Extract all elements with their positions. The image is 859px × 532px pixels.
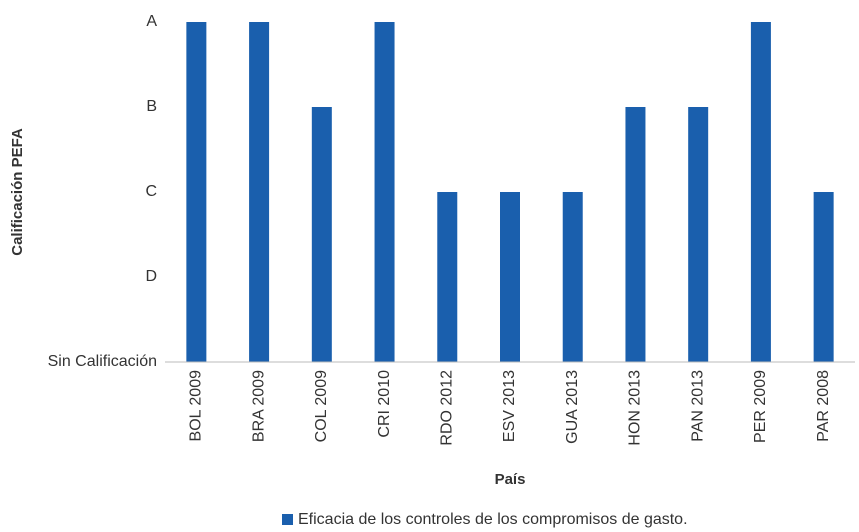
y-tick-label: A — [146, 13, 157, 30]
legend-label: Eficacia de los controles de los comprom… — [298, 511, 688, 528]
bar — [500, 192, 520, 362]
y-tick-label: D — [145, 268, 157, 285]
x-tick-label: COL 2009 — [313, 370, 330, 442]
bar — [186, 22, 207, 362]
bar — [311, 107, 332, 362]
x-tick-label: BRA 2009 — [250, 370, 267, 442]
bar — [813, 192, 834, 362]
y-tick-label: B — [146, 98, 157, 115]
x-tick-label: ESV 2013 — [501, 370, 518, 442]
x-tick-label: CRI 2010 — [376, 370, 393, 438]
legend-swatch — [282, 514, 293, 525]
bar — [562, 192, 583, 362]
x-tick-label: PAN 2013 — [689, 370, 706, 442]
y-axis-title: Calificación PEFA — [9, 128, 26, 256]
x-tick-label: GUA 2013 — [564, 370, 581, 444]
x-axis-title: País — [495, 471, 526, 488]
bar — [374, 22, 395, 362]
x-tick-label: BOL 2009 — [188, 370, 205, 442]
bar — [625, 107, 646, 362]
x-tick-label: PAR 2008 — [815, 370, 832, 442]
x-tick-label: RDO 2012 — [438, 370, 455, 446]
bar — [750, 22, 771, 362]
y-tick-label: C — [145, 183, 157, 200]
bar — [688, 107, 709, 362]
x-tick-label: PER 2009 — [752, 370, 769, 443]
bar — [249, 22, 270, 362]
x-tick-label: HON 2013 — [627, 370, 644, 446]
bar — [437, 192, 458, 362]
y-tick-label: Sin Calificación — [48, 353, 157, 370]
